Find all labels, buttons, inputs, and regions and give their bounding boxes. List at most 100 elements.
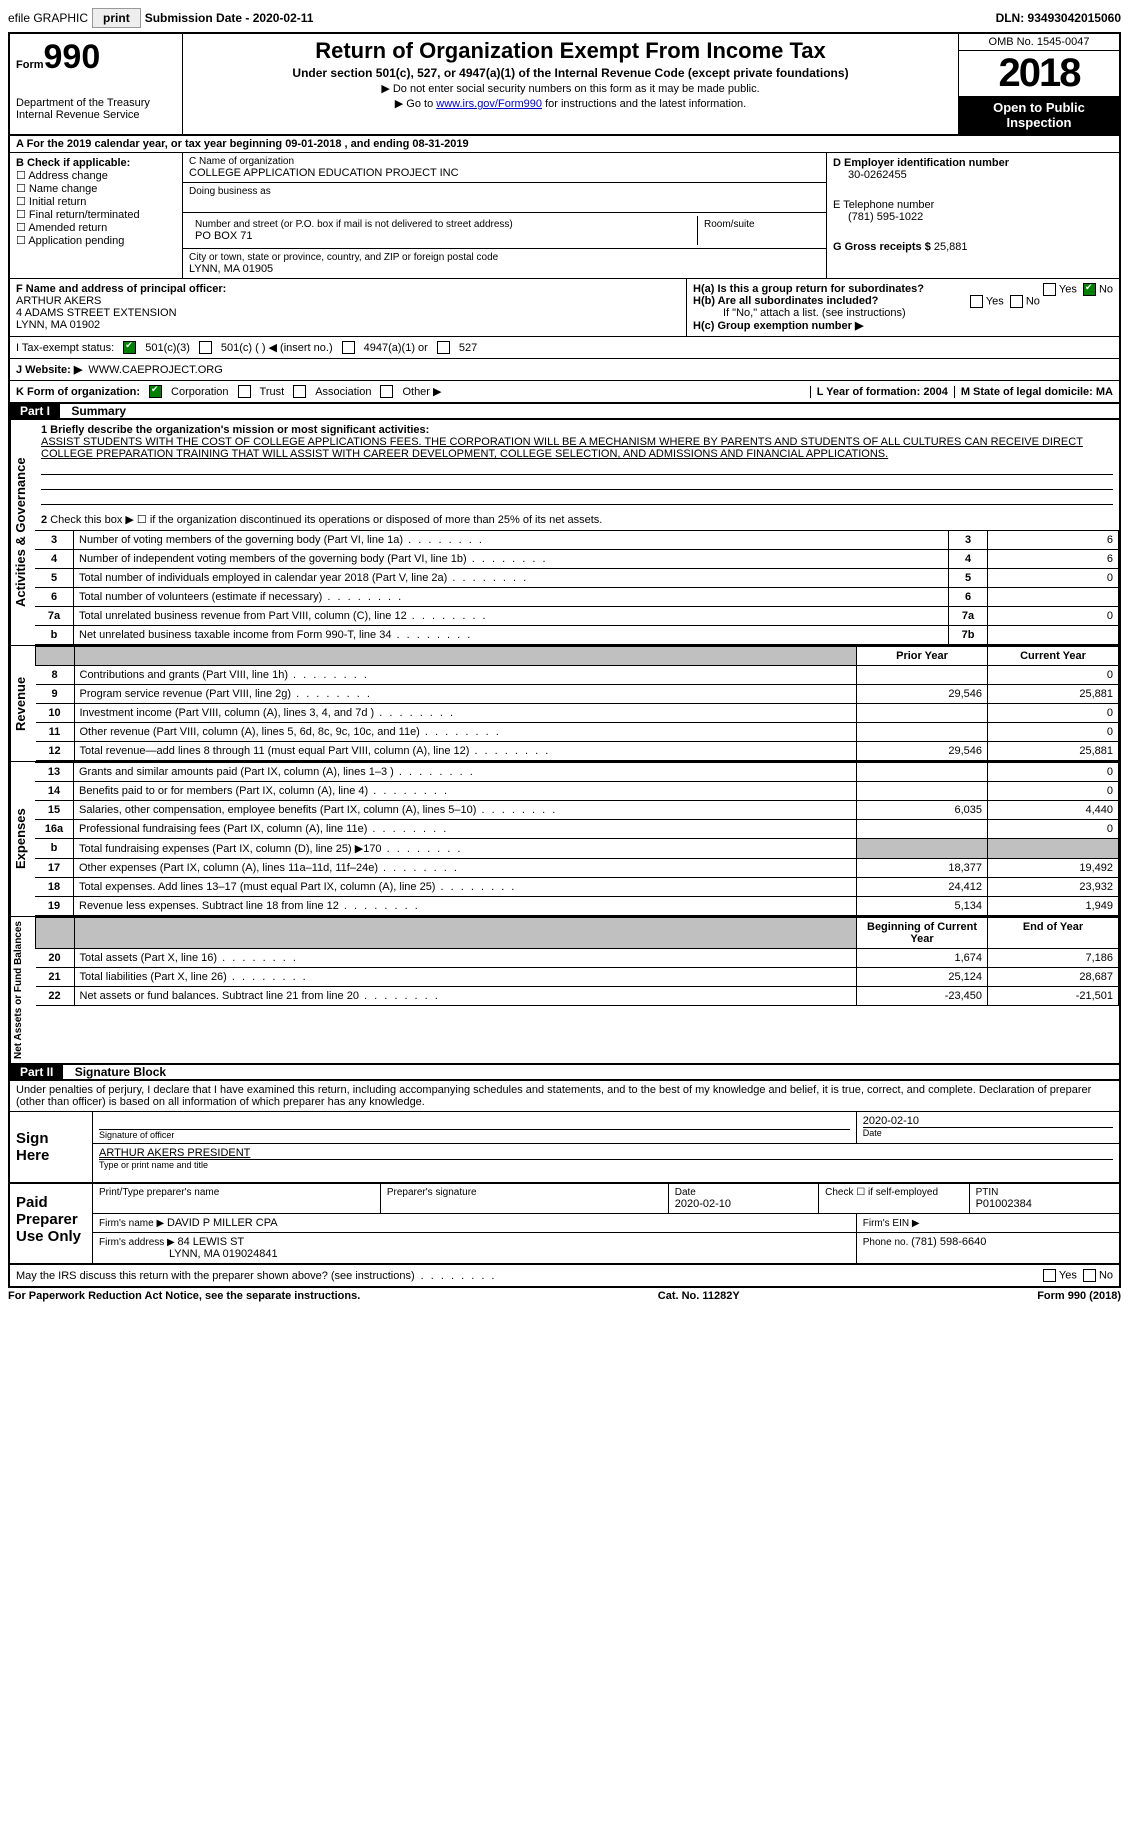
vlabel-revenue: Revenue [10,646,35,761]
table-row: 15Salaries, other compensation, employee… [35,801,1119,820]
form990-link[interactable]: www.irs.gov/Form990 [436,98,542,110]
form-org-row: K Form of organization: Corporation Trus… [8,381,1121,404]
revenue-table: Prior Year Current Year 8Contributions a… [35,646,1119,761]
website-row: J Website: ▶ WWW.CAEPROJECT.ORG [8,359,1121,381]
tel-value: (781) 595-1022 [833,211,1113,223]
table-row: 11Other revenue (Part VIII, column (A), … [36,723,1119,742]
chk-name-change[interactable]: Name change [16,182,176,195]
table-row: 16aProfessional fundraising fees (Part I… [35,820,1119,839]
vlabel-net: Net Assets or Fund Balances [10,917,35,1063]
chk-final-return[interactable]: Final return/terminated [16,208,176,221]
ha-yes[interactable] [1043,283,1056,296]
table-row: bTotal fundraising expenses (Part IX, co… [35,839,1119,859]
h-c-row: H(c) Group exemption number ▶ [693,319,1113,332]
header-middle: Return of Organization Exempt From Incom… [183,34,958,134]
table-row: 8Contributions and grants (Part VIII, li… [36,666,1119,685]
footer-right: Form 990 (2018) [1037,1290,1121,1302]
chk-501c[interactable] [199,341,212,354]
chk-corp[interactable] [149,385,162,398]
table-row: 7aTotal unrelated business revenue from … [35,607,1119,626]
tel-label: E Telephone number [833,199,1113,211]
print-button[interactable]: print [92,8,141,28]
paid-preparer-label: Paid Preparer Use Only [10,1184,93,1263]
ha-no[interactable] [1083,283,1096,296]
sign-here-label: Sign Here [10,1112,93,1182]
b-title: B Check if applicable: [16,157,176,169]
website-value: WWW.CAEPROJECT.ORG [88,364,222,376]
discuss-no[interactable] [1083,1269,1096,1282]
may-discuss-row: May the IRS discuss this return with the… [8,1265,1121,1288]
footer-mid: Cat. No. 11282Y [658,1290,740,1302]
col-c: C Name of organization COLLEGE APPLICATI… [183,153,827,278]
table-row: 21Total liabilities (Part X, line 26)25,… [36,968,1119,987]
group-return: H(a) Is this a group return for subordin… [687,279,1119,336]
hb-no[interactable] [1010,295,1023,308]
principal-officer: F Name and address of principal officer:… [10,279,687,336]
tax-year: 2018 [959,51,1119,96]
chk-4947[interactable] [342,341,355,354]
table-row: 5Total number of individuals employed in… [35,569,1119,588]
discuss-yes[interactable] [1043,1269,1056,1282]
h-note: If "No," attach a list. (see instruction… [693,307,1113,319]
chk-trust[interactable] [238,385,251,398]
efile-label: efile GRAPHIC [8,11,88,25]
line-2: 2 Check this box ▶ ☐ if the organization… [35,509,1119,530]
chk-other[interactable] [380,385,393,398]
chk-527[interactable] [437,341,450,354]
section-net-assets: Net Assets or Fund Balances Beginning of… [8,917,1121,1065]
gross-receipts: G Gross receipts $ 25,881 [833,241,1113,253]
h-a-row: H(a) Is this a group return for subordin… [693,283,1113,295]
h-b-row: H(b) Are all subordinates included? Yes … [693,295,1113,307]
chk-501c3[interactable] [123,341,136,354]
table-row: 22Net assets or fund balances. Subtract … [36,987,1119,1006]
dln-label: DLN: 93493042015060 [996,11,1121,25]
table-row: 12Total revenue—add lines 8 through 11 (… [36,742,1119,761]
org-name-cell: C Name of organization COLLEGE APPLICATI… [183,153,826,183]
header-left: Form990 Department of the Treasury Inter… [10,34,183,134]
form-note-1: ▶ Do not enter social security numbers o… [189,82,952,95]
table-row: 17Other expenses (Part IX, column (A), l… [35,859,1119,878]
table-row: 13Grants and similar amounts paid (Part … [35,763,1119,782]
chk-address-change[interactable]: Address change [16,169,176,182]
form-subtitle: Under section 501(c), 527, or 4947(a)(1)… [189,66,952,80]
chk-initial-return[interactable]: Initial return [16,195,176,208]
principal-block: F Name and address of principal officer:… [8,279,1121,337]
chk-assoc[interactable] [293,385,306,398]
table-row: 20Total assets (Part X, line 16)1,6747,1… [36,949,1119,968]
footer: For Paperwork Reduction Act Notice, see … [8,1288,1121,1304]
sign-here-block: Sign Here Signature of officer 2020-02-1… [8,1112,1121,1184]
form-number: Form990 [16,38,176,77]
chk-application-pending[interactable]: Application pending [16,234,176,247]
blank-line [41,460,1113,475]
officer-typed: ARTHUR AKERS PRESIDENT [99,1147,1113,1159]
city-state-zip: LYNN, MA 01905 [189,263,820,275]
table-row: 3Number of voting members of the governi… [35,531,1119,550]
top-bar: efile GRAPHIC print Submission Date - 20… [8,8,1121,28]
paid-preparer-block: Paid Preparer Use Only Print/Type prepar… [8,1184,1121,1265]
table-row: 9Program service revenue (Part VIII, lin… [36,685,1119,704]
header-right: OMB No. 1545-0047 2018 Open to Public In… [958,34,1119,134]
table-row: 6Total number of volunteers (estimate if… [35,588,1119,607]
section-governance: Activities & Governance 1 Briefly descri… [8,420,1121,646]
submission-date-label: Submission Date - 2020-02-11 [145,11,314,25]
part2-header: Part II Signature Block [8,1065,1121,1081]
expenses-table: 13Grants and similar amounts paid (Part … [35,762,1119,916]
part1-header: Part I Summary [8,404,1121,420]
info-block: B Check if applicable: Address change Na… [8,153,1121,279]
mission-block: 1 Briefly describe the organization's mi… [35,420,1119,509]
street-cell: Number and street (or P.O. box if mail i… [183,213,826,249]
section-revenue: Revenue Prior Year Current Year 8Contrib… [8,646,1121,762]
dept-treasury: Department of the Treasury [16,97,176,109]
table-row: 10Investment income (Part VIII, column (… [36,704,1119,723]
vlabel-governance: Activities & Governance [10,420,35,645]
chk-amended-return[interactable]: Amended return [16,221,176,234]
net-table: Beginning of Current Year End of Year 20… [35,917,1119,1006]
form-header: Form990 Department of the Treasury Inter… [8,32,1121,136]
dba-cell: Doing business as [183,183,826,213]
form-note-2: ▶ Go to www.irs.gov/Form990 for instruct… [189,97,952,110]
col-right: D Employer identification number 30-0262… [827,153,1119,278]
omb-number: OMB No. 1545-0047 [959,34,1119,51]
table-row: 14Benefits paid to or for members (Part … [35,782,1119,801]
open-to-public: Open to Public Inspection [959,96,1119,134]
hb-yes[interactable] [970,295,983,308]
